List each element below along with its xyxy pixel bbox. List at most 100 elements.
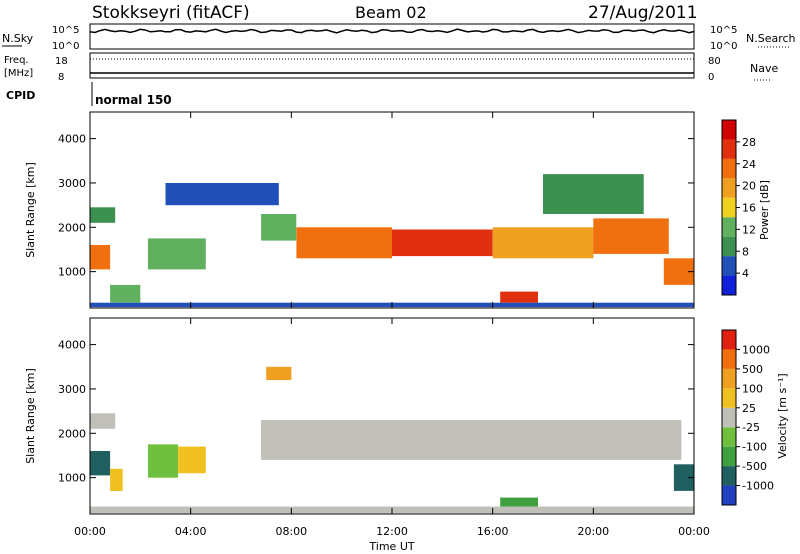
freq-unit-label: [MHz] [4, 68, 33, 79]
cpid-label: CPID [6, 89, 35, 102]
colorbar-tick-label: 4 [742, 267, 749, 280]
heatmap-region-9 [266, 366, 292, 381]
xtick-label: 16:00 [477, 525, 509, 538]
ytick-label: 1000 [58, 266, 86, 279]
colorbar-swatch [722, 349, 736, 369]
nsearch-tick-bottom: 10^0 [710, 41, 737, 52]
heatmap-region-5 [261, 420, 682, 460]
heatmap-region-2 [110, 468, 123, 491]
heatmap-region-4 [261, 214, 297, 241]
heatmap-region-12 [165, 183, 279, 206]
colorbar-swatch [722, 407, 736, 428]
colorbar-swatch [722, 485, 736, 505]
colorbar-swatch [722, 120, 736, 140]
velocity-colorbar: 1000 500 100 25 -25 -100 -500 -1000 [721, 329, 774, 506]
power-colorbar-label: Power [dB] [758, 180, 771, 240]
power-ylabel: Slant Range [km] [24, 162, 37, 258]
colorbar-tick-label: 12 [742, 223, 756, 236]
heatmap-region-9 [500, 291, 538, 303]
xtick-label: 08:00 [275, 525, 307, 538]
nave-tick-bottom: 0 [708, 72, 714, 83]
nave-label: Nave [750, 62, 778, 75]
heatmap-region-6 [392, 229, 493, 257]
colorbar-swatch [722, 275, 736, 295]
ytick-label: 1000 [58, 472, 86, 485]
freq-tick-top: 18 [55, 56, 68, 67]
colorbar-swatch [722, 446, 736, 467]
colorbar-swatch [722, 330, 736, 350]
freq-tick-bottom: 8 [58, 72, 64, 83]
ytick-label: 3000 [58, 383, 86, 396]
colorbar-swatch [722, 256, 736, 276]
ytick-label: 2000 [58, 427, 86, 440]
colorbar-tick-label: 28 [742, 136, 756, 149]
nsearch-label: N.Search [746, 32, 796, 45]
nsky-tick-bottom: 10^0 [52, 41, 79, 52]
date-title: 27/Aug/2011 [588, 3, 698, 23]
nsky-label: N.Sky [2, 32, 34, 45]
colorbar-swatch [722, 139, 736, 159]
xtick-label: 00:00 [74, 525, 106, 538]
time-axis: 00:00 04:00 08:00 12:00 16:00 20:00 00:00 [74, 112, 710, 538]
colorbar-tick-label: 100 [742, 382, 763, 395]
colorbar-tick-label: 500 [742, 363, 763, 376]
colorbar-tick-label: -25 [742, 421, 760, 434]
power-colorbar: 28 24 20 16 12 8 4 [721, 119, 756, 296]
ytick-label: 4000 [58, 339, 86, 352]
velocity-panel-frame [89, 317, 695, 515]
colorbar-swatch [722, 236, 736, 257]
colorbar-swatch [722, 388, 736, 408]
heatmap-region-6 [500, 497, 538, 509]
colorbar-tick-label: 25 [742, 402, 756, 415]
heatmap-region-8 [593, 218, 669, 254]
xtick-label: 12:00 [376, 525, 408, 538]
colorbar-tick-label: 8 [742, 245, 749, 258]
power-heatmap [90, 174, 694, 308]
heatmap-region-1 [90, 451, 111, 476]
velocity-heatmap [90, 366, 694, 514]
xtick-label: 20:00 [577, 525, 609, 538]
xaxis-label: Time UT [368, 540, 414, 553]
station-title: Stokkseyri (fitACF) [92, 3, 250, 23]
xtick-label: 00:00 [678, 525, 710, 538]
colorbar-tick-label: -1000 [742, 480, 774, 493]
colorbar-swatch [722, 427, 736, 447]
colorbar-swatch [722, 158, 736, 179]
nsky-trace [89, 28, 695, 34]
nsearch-tick-top: 10^5 [710, 25, 737, 36]
colorbar-tick-label: -100 [742, 441, 767, 454]
colorbar-swatch [722, 368, 736, 389]
heatmap-region-3 [147, 238, 206, 270]
nave-tick-top: 80 [708, 56, 721, 67]
xtick-label: 04:00 [175, 525, 207, 538]
heatmap-region-5 [296, 227, 392, 259]
freq-panel-frame [89, 52, 695, 79]
heatmap-region-2 [110, 284, 141, 303]
colorbar-swatch [722, 197, 736, 218]
velocity-yaxis: 4000 3000 2000 1000 [58, 339, 694, 485]
nsky-panel-frame [89, 23, 695, 50]
heatmap-region-3 [147, 444, 179, 478]
freq-label: Freq. [4, 55, 29, 66]
heatmap-region-4 [178, 446, 206, 474]
colorbar-swatch [722, 217, 736, 237]
heatmap-region-0 [90, 207, 116, 223]
power-yaxis: 4000 3000 2000 1000 [58, 133, 694, 279]
ytick-label: 2000 [58, 221, 86, 234]
colorbar-swatch [722, 466, 736, 486]
heatmap-region-7 [673, 464, 694, 491]
cpid-value: normal 150 [95, 93, 172, 107]
colorbar-tick-label: 24 [742, 158, 756, 171]
colorbar-tick-label: 16 [742, 202, 756, 215]
colorbar-frame [721, 329, 737, 506]
heatmap-region-13 [543, 174, 644, 214]
nsky-tick-top: 10^5 [52, 25, 79, 36]
ytick-label: 4000 [58, 133, 86, 146]
colorbar-tick-label: 1000 [742, 343, 770, 356]
ytick-label: 3000 [58, 177, 86, 190]
colorbar-tick-label: 20 [742, 180, 756, 193]
heatmap-region-7 [492, 227, 594, 259]
heatmap-region-0 [90, 413, 116, 429]
velocity-ylabel: Slant Range [km] [24, 368, 37, 464]
